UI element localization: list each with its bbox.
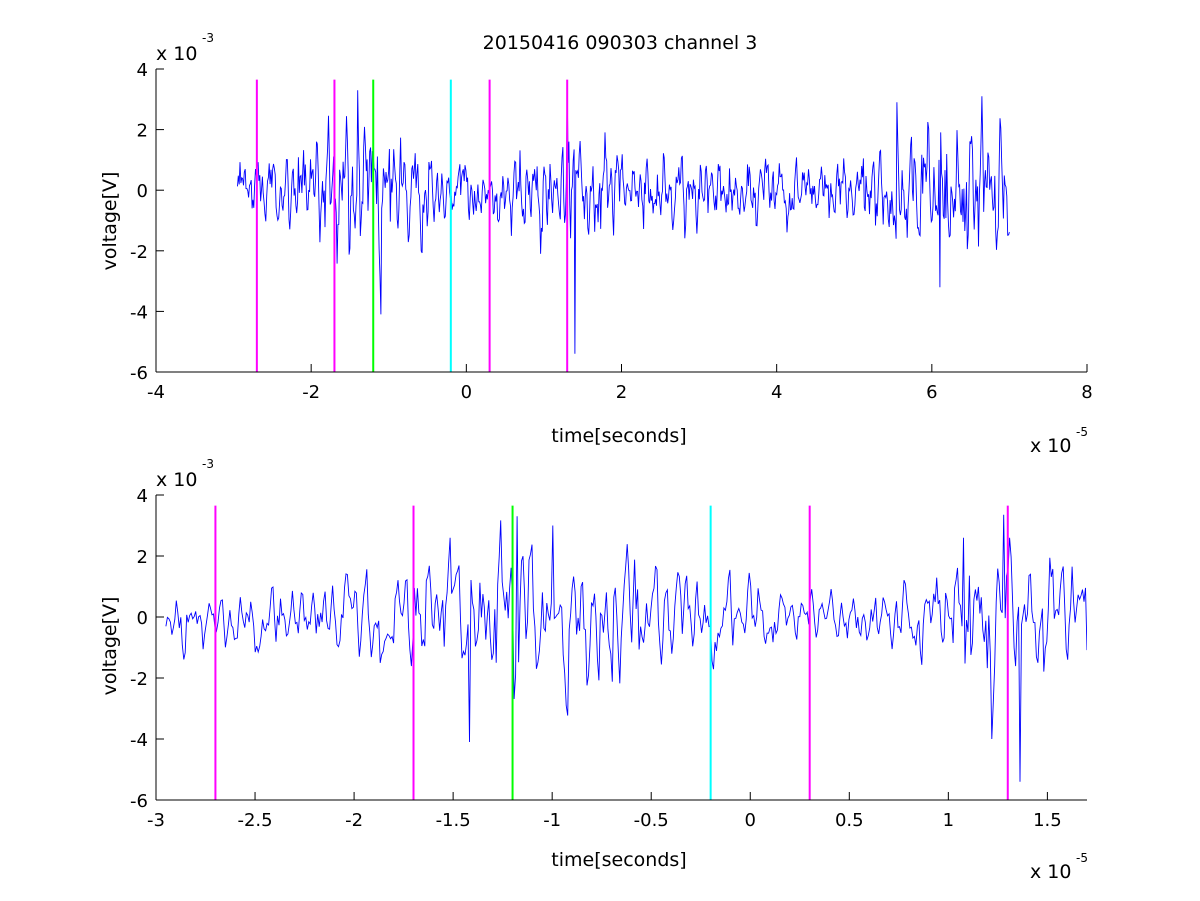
top-x-tick-label: 6 [926, 382, 937, 403]
top-x-tick-label: 0 [461, 382, 472, 403]
bottom-x-axis-label: time[seconds] [551, 849, 686, 871]
bottom-x-tick-label: 1 [943, 810, 954, 831]
bottom-x-exponent-base: x 10 [1030, 861, 1071, 883]
top-x-tick-label: -2 [302, 382, 320, 403]
top-x-exponent: -5 [1076, 425, 1088, 439]
bottom-y-tick-label: -6 [130, 791, 148, 812]
top-x-tick-label: -4 [147, 382, 165, 403]
bottom-x-tick-label: -2.5 [237, 810, 272, 831]
bottom-y-tick-label: 4 [137, 486, 148, 507]
top-x-tick-label: 2 [616, 382, 627, 403]
top-signal-line-0 [237, 87, 1010, 354]
bottom-x-tick-label: -2 [345, 810, 363, 831]
top-y-tick-label: 4 [137, 60, 148, 81]
top-plot-area [237, 79, 1010, 372]
bottom-signal-line-0 [165, 514, 1087, 782]
bottom-x-tick-label: -1 [543, 810, 561, 831]
top-y-exponent: -3 [202, 31, 214, 45]
bottom-y-tick-label: -4 [130, 730, 148, 751]
bottom-axis-frame: -3 -2.5 -2 -1.5 -1 -0.5 0 0.5 1 1.5 -6 -4 -2 0 2 4 [130, 486, 1087, 831]
top-x-exponent-base: x 10 [1030, 435, 1071, 457]
bottom-y-axis-label: voltage[V] [99, 597, 121, 696]
top-x-tick-label: 8 [1081, 382, 1092, 403]
bottom-x-tick-label: -1.5 [436, 810, 471, 831]
top-y-tick-label: 0 [137, 181, 148, 202]
top-y-tick-label: 2 [137, 121, 148, 142]
top-y-exponent-base: x 10 [156, 43, 197, 65]
bottom-y-exponent-base: x 10 [156, 469, 197, 491]
top-y-tick-label: -6 [130, 363, 148, 384]
bottom-plot-area [165, 505, 1087, 800]
bottom-y-exponent: -3 [202, 457, 214, 471]
bottom-y-tick-label: 0 [137, 608, 148, 629]
top-x-axis-label: time[seconds] [551, 425, 686, 447]
top-x-tick-label: 4 [771, 382, 782, 403]
top-y-tick-label: -2 [130, 242, 148, 263]
top-y-axis-label: voltage[V] [99, 172, 121, 271]
bottom-x-tick-label: -3 [147, 810, 165, 831]
bottom-axes: -3 -2.5 -2 -1.5 -1 -0.5 0 0.5 1 1.5 -6 -4 -2 0 2 4 time… [99, 457, 1088, 883]
top-y-tick-label: -4 [130, 302, 148, 323]
bottom-clip-group [165, 505, 1087, 800]
bottom-x-tick-label: 0.5 [835, 810, 864, 831]
bottom-x-tick-label: 1.5 [1033, 810, 1062, 831]
figure-title: 20150416 090303 channel 3 [483, 32, 758, 54]
top-clip-group [237, 79, 1010, 372]
bottom-y-tick-label: -2 [130, 669, 148, 690]
bottom-y-tick-label: 2 [137, 547, 148, 568]
bottom-x-tick-label: 0 [745, 810, 756, 831]
bottom-x-tick-label: -0.5 [634, 810, 669, 831]
bottom-x-exponent: -5 [1076, 851, 1088, 865]
